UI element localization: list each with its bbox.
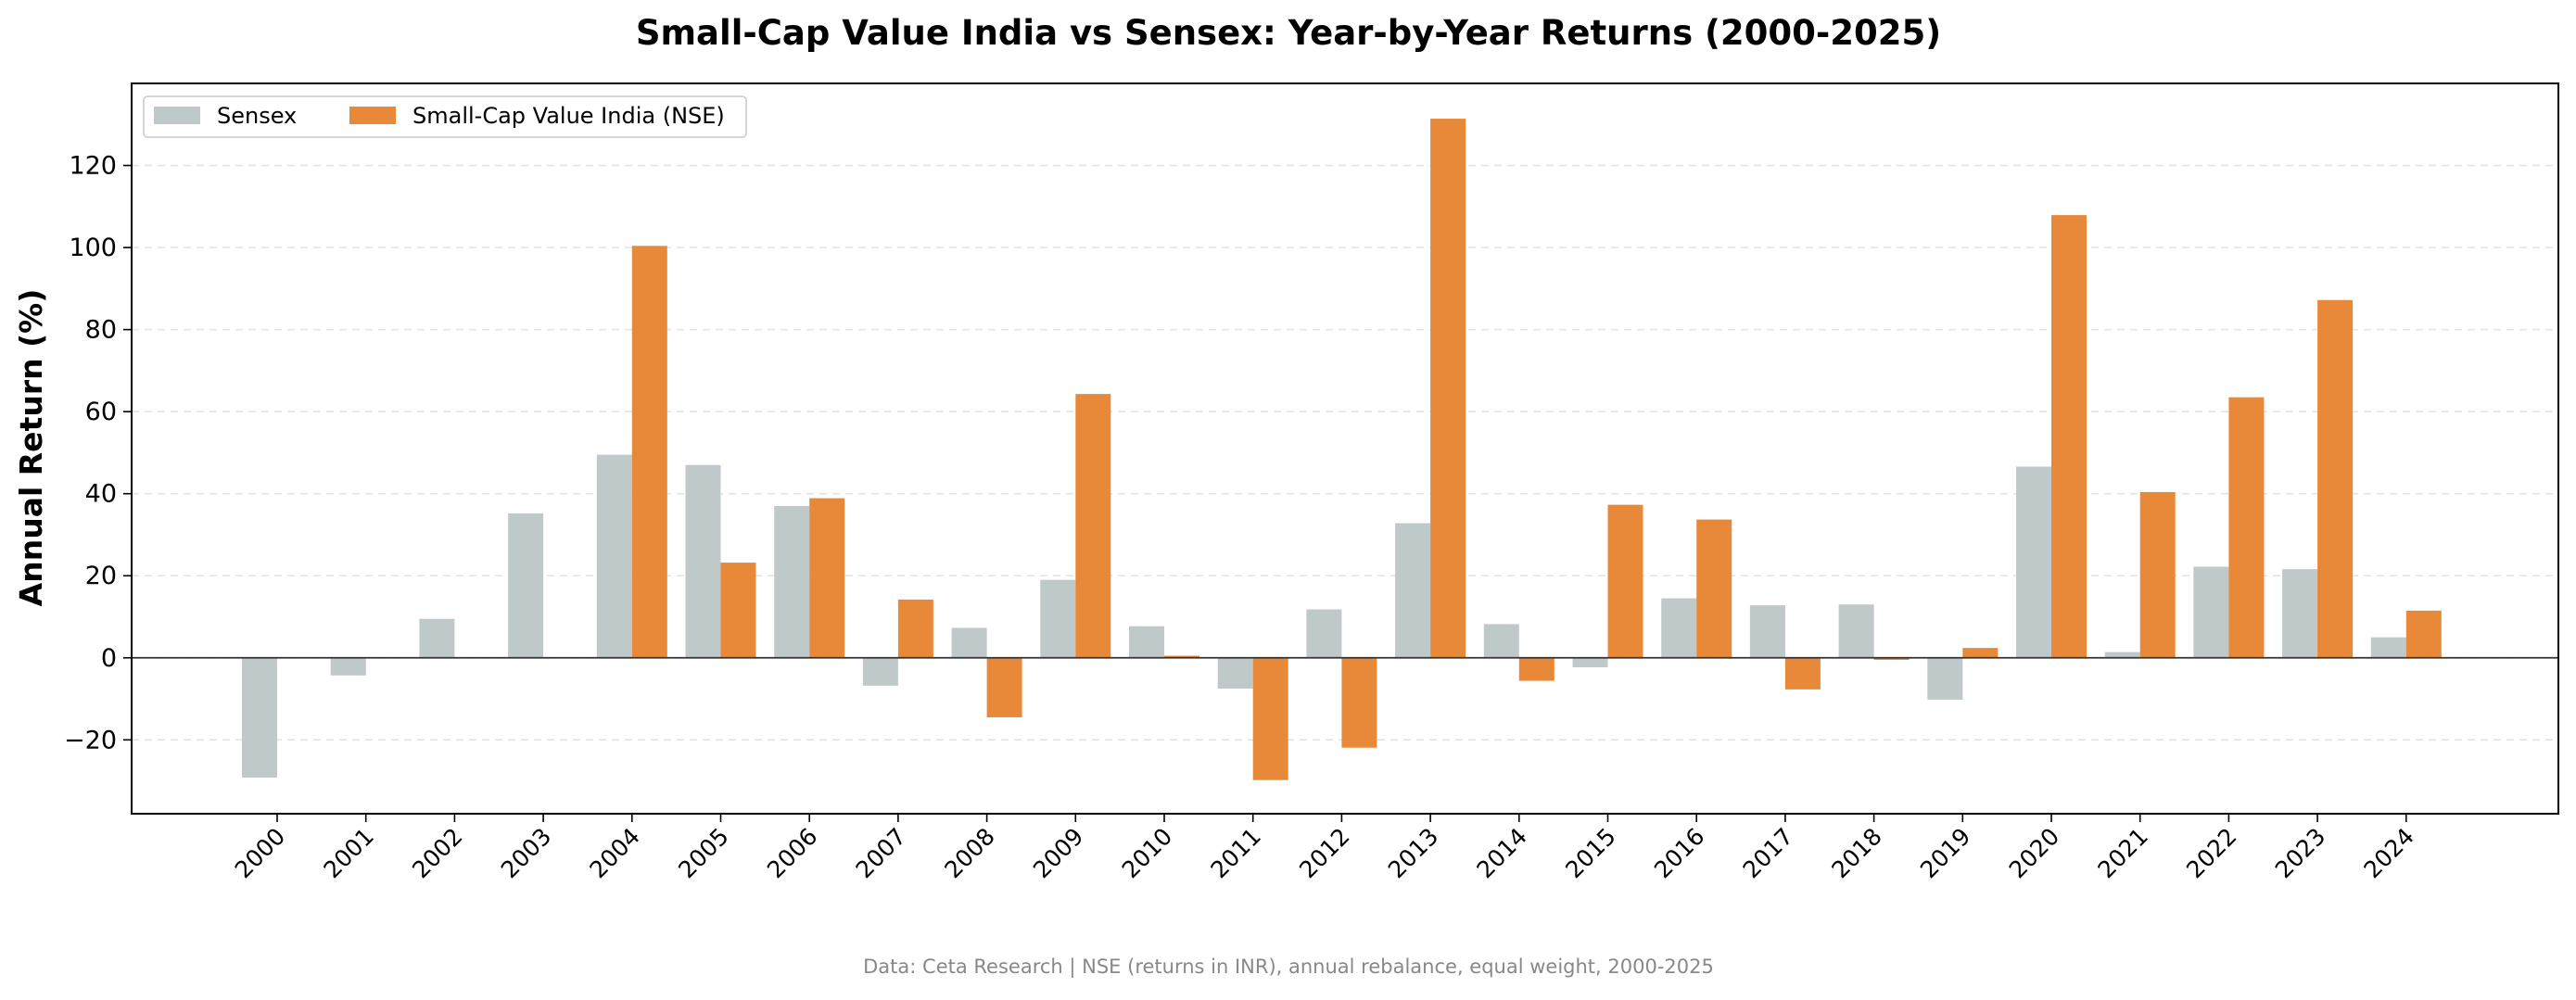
bar-sensex-2014 (1483, 624, 1519, 658)
legend-label-sensex: Sensex (217, 103, 297, 129)
bar-sensex-2005 (685, 464, 721, 658)
legend-box (143, 95, 747, 138)
y-tick-label: 40 (85, 480, 117, 509)
bar-small-cap-2011 (1252, 657, 1288, 780)
bar-small-cap-2016 (1696, 519, 1732, 658)
bar-small-cap-2020 (2051, 215, 2087, 658)
bars (242, 119, 2442, 780)
bar-sensex-2020 (2016, 466, 2051, 658)
bar-small-cap-2021 (2139, 491, 2176, 658)
y-tick-label: 0 (101, 644, 117, 673)
bar-sensex-2010 (1129, 626, 1164, 658)
bar-sensex-2023 (2282, 569, 2318, 658)
bar-sensex-2006 (774, 505, 810, 658)
bar-sensex-2024 (2370, 637, 2406, 658)
bar-sensex-2019 (1927, 657, 1963, 700)
plot-frame (131, 82, 2559, 815)
bar-sensex-2021 (2104, 652, 2140, 658)
bar-sensex-2003 (508, 513, 544, 658)
bar-small-cap-2012 (1341, 657, 1377, 748)
legend: Sensex Small-Cap Value India (NSE) (143, 95, 747, 138)
bar-sensex-2009 (1040, 579, 1076, 658)
bar-small-cap-2013 (1430, 119, 1466, 658)
bar-sensex-2007 (862, 657, 898, 686)
bar-sensex-2017 (1749, 605, 1785, 658)
bar-small-cap-2010 (1164, 655, 1199, 658)
legend-swatch-sensex (154, 107, 200, 124)
bar-sensex-2000 (242, 657, 277, 778)
bar-small-cap-2007 (897, 599, 933, 658)
bar-sensex-2018 (1838, 604, 1874, 658)
bar-sensex-2004 (596, 454, 632, 658)
y-tick-label: 100 (69, 234, 117, 262)
bar-sensex-2012 (1306, 609, 1342, 658)
bar-sensex-2016 (1661, 598, 1697, 658)
bar-sensex-2008 (951, 627, 987, 658)
bar-sensex-2002 (419, 618, 455, 658)
bar-sensex-2015 (1572, 657, 1608, 667)
bar-small-cap-2009 (1075, 394, 1111, 658)
bar-sensex-2022 (2193, 566, 2229, 658)
bar-small-cap-2024 (2405, 610, 2442, 658)
bar-small-cap-2015 (1607, 504, 1643, 658)
bar-small-cap-2023 (2317, 299, 2354, 658)
bar-small-cap-2018 (1873, 657, 1910, 660)
bar-small-cap-2006 (809, 498, 845, 658)
y-tick-label: 80 (85, 316, 117, 345)
chart-title: Small-Cap Value India vs Sensex: Year-by… (636, 13, 1941, 53)
y-tick-label: 120 (69, 152, 117, 181)
bar-small-cap-2008 (986, 657, 1022, 717)
bar-small-cap-2019 (1962, 648, 1999, 658)
bar-small-cap-2005 (720, 563, 756, 658)
y-axis-label: Annual Return (%) (13, 289, 49, 607)
y-axis: −20 0 20 40 60 80 100 120 (64, 152, 132, 754)
legend-label-small-cap: Small-Cap Value India (NSE) (412, 103, 725, 129)
bar-small-cap-2017 (1784, 657, 1821, 690)
bar-small-cap-2004 (631, 246, 667, 658)
footnote: Data: Ceta Research | NSE (returns in IN… (863, 956, 1714, 979)
y-tick-label: 60 (85, 398, 117, 426)
legend-swatch-small-cap (349, 107, 396, 124)
bar-small-cap-2014 (1518, 657, 1554, 681)
y-tick-label: 20 (85, 562, 117, 590)
bar-sensex-2013 (1395, 523, 1431, 658)
bar-sensex-2011 (1217, 657, 1253, 689)
y-tick-label: −20 (64, 726, 117, 754)
bar-sensex-2001 (330, 657, 366, 676)
bar-small-cap-2022 (2228, 397, 2265, 658)
